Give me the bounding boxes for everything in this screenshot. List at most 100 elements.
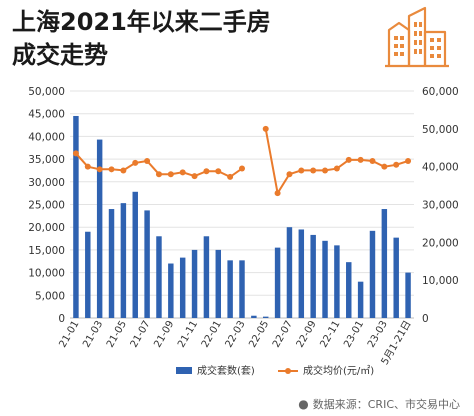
bar	[393, 237, 399, 318]
x-tick-label: 22-05	[247, 319, 271, 350]
price-point	[298, 167, 305, 174]
price-point	[286, 171, 293, 178]
bar	[144, 210, 150, 318]
bar	[156, 236, 162, 318]
bar	[334, 245, 340, 318]
source-marker: ●	[298, 397, 309, 411]
page-title: 上海2021年以来二手房 成交走势	[12, 6, 271, 72]
price-point	[227, 173, 234, 180]
bar	[191, 249, 198, 318]
title-line-1: 上海2021年以来二手房	[12, 8, 271, 36]
price-point	[132, 159, 139, 166]
y-right-tick-label: 10,000	[422, 275, 459, 287]
x-tick-label: 21-05	[105, 319, 129, 350]
building-outline-icon	[385, 6, 449, 68]
bar	[369, 230, 376, 318]
price-point	[144, 157, 151, 164]
bar	[322, 240, 328, 318]
x-tick-label: 22-11	[318, 319, 342, 350]
bar	[179, 257, 186, 318]
bar	[381, 209, 388, 318]
y-left-tick-label: 40,000	[28, 131, 65, 143]
x-tick-label: 23-03	[366, 319, 390, 350]
y-right-tick-label: 40,000	[422, 162, 459, 174]
x-tick-label: 23-01	[342, 319, 366, 350]
price-point	[179, 169, 186, 176]
y-right-tick-label: 30,000	[422, 200, 459, 212]
y-right-tick-label: 20,000	[422, 237, 459, 249]
x-tick-label: 21-03	[81, 319, 105, 350]
price-point	[357, 156, 364, 163]
y-left-tick-label: 25,000	[28, 200, 65, 212]
price-point	[262, 125, 269, 132]
bar	[251, 315, 257, 318]
y-left-tick-label: 5,000	[35, 290, 65, 302]
x-tick-label: 21-11	[176, 319, 200, 350]
x-tick-label: 22-09	[295, 319, 319, 350]
source-text: 数据来源：CRIC、市交易中心	[312, 398, 460, 411]
x-tick-label: 22-01	[200, 319, 224, 350]
price-point	[84, 163, 91, 170]
bar	[215, 249, 222, 318]
y-right-tick-label: 0	[422, 313, 429, 325]
legend-bar-label: 成交套数(套)	[197, 364, 255, 377]
legend-bar-swatch	[176, 367, 192, 374]
bar	[274, 247, 281, 318]
y-left-tick-label: 15,000	[28, 245, 65, 257]
bar	[346, 262, 352, 318]
x-tick-label: 22-07	[271, 319, 295, 350]
y-left-tick-label: 45,000	[28, 109, 65, 121]
price-point	[333, 165, 340, 172]
price-point	[203, 168, 210, 175]
bar	[239, 260, 245, 318]
price-point	[108, 166, 115, 173]
bar	[227, 260, 233, 318]
legend-line-label: 成交均价(元/㎡)	[303, 364, 374, 377]
x-tick-label: 22-03	[224, 319, 248, 350]
bar	[203, 236, 210, 318]
y-right-tick-label: 60,000	[422, 86, 459, 98]
price-point	[96, 166, 103, 173]
bar	[262, 316, 269, 318]
bar	[298, 229, 305, 318]
y-left-tick-label: 0	[58, 313, 65, 325]
y-left-tick-label: 20,000	[28, 222, 65, 234]
source-note: ● 数据来源：CRIC、市交易中心	[298, 396, 460, 412]
bar	[108, 209, 115, 318]
title-line-2: 成交走势	[12, 41, 108, 69]
chart: 0 5,000 10,000 15,000 20,000 25,000 30,000 35,0…	[28, 86, 459, 377]
bar	[85, 231, 91, 318]
y-left-tick-label: 35,000	[28, 154, 65, 166]
bar	[357, 281, 364, 318]
bar	[405, 272, 411, 318]
price-point	[381, 163, 388, 170]
bar	[73, 115, 79, 318]
price-point	[405, 157, 412, 164]
price-point	[310, 167, 317, 174]
price-point	[120, 167, 127, 174]
bar	[310, 234, 316, 318]
price-point	[215, 168, 222, 175]
price-point	[322, 167, 329, 174]
price-point	[345, 156, 352, 163]
price-point	[274, 190, 281, 197]
x-tick-label: 21-07	[129, 319, 153, 350]
legend-line-marker	[285, 368, 291, 374]
y-left-tick-label: 10,000	[28, 268, 65, 280]
x-tick-label: 21-09	[152, 319, 176, 350]
price-point	[369, 157, 376, 164]
price-point	[239, 165, 245, 172]
price-point	[167, 171, 174, 178]
bar	[96, 139, 103, 318]
price-point	[393, 161, 400, 168]
bar	[286, 227, 293, 318]
price-point	[72, 150, 79, 157]
bar	[132, 191, 138, 318]
price-point	[155, 171, 162, 178]
bar	[120, 203, 127, 318]
price-point	[191, 173, 198, 180]
y-right-tick-label: 50,000	[422, 124, 459, 136]
y-left-tick-label: 50,000	[28, 86, 65, 98]
y-left-tick-label: 30,000	[28, 177, 65, 189]
bar	[168, 263, 174, 318]
